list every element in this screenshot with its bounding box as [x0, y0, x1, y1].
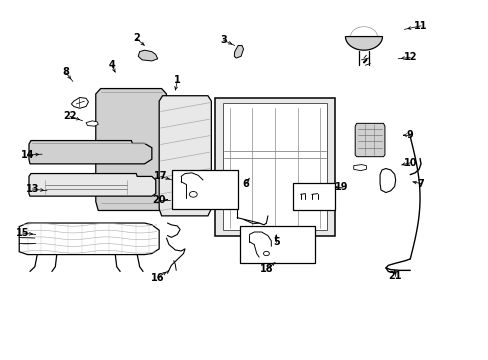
- Bar: [222, 103, 327, 230]
- Bar: [215, 98, 334, 235]
- Polygon shape: [86, 121, 98, 126]
- Text: 9: 9: [406, 130, 413, 140]
- Text: 20: 20: [152, 195, 165, 205]
- Bar: [293, 183, 334, 211]
- Text: 21: 21: [387, 271, 401, 281]
- Circle shape: [189, 192, 197, 197]
- Polygon shape: [96, 89, 166, 211]
- Text: 10: 10: [403, 158, 416, 168]
- Circle shape: [263, 251, 269, 256]
- Text: 11: 11: [413, 21, 427, 31]
- Text: 6: 6: [242, 179, 249, 189]
- Text: 3: 3: [220, 35, 226, 45]
- Polygon shape: [234, 45, 243, 58]
- Text: 13: 13: [25, 184, 39, 194]
- Polygon shape: [138, 50, 158, 61]
- Polygon shape: [19, 223, 159, 255]
- Polygon shape: [71, 98, 88, 108]
- Text: 4: 4: [108, 60, 115, 70]
- Text: 18: 18: [259, 264, 273, 274]
- Text: 12: 12: [403, 52, 416, 62]
- Polygon shape: [29, 174, 156, 196]
- Text: 16: 16: [151, 273, 164, 283]
- Text: 15: 15: [16, 228, 29, 238]
- Text: 22: 22: [63, 111, 77, 121]
- Text: 19: 19: [335, 182, 348, 192]
- Text: 1: 1: [174, 75, 181, 85]
- Bar: [239, 226, 315, 263]
- Polygon shape: [29, 140, 152, 164]
- Polygon shape: [354, 123, 384, 157]
- Text: 2: 2: [133, 33, 140, 43]
- Polygon shape: [345, 37, 382, 50]
- Polygon shape: [353, 165, 366, 171]
- Text: 17: 17: [154, 171, 167, 181]
- Text: 7: 7: [417, 179, 424, 189]
- Polygon shape: [379, 168, 395, 193]
- Text: 14: 14: [20, 150, 34, 160]
- Bar: [172, 170, 238, 209]
- Polygon shape: [159, 96, 211, 216]
- Text: 5: 5: [272, 237, 279, 247]
- Text: 8: 8: [62, 67, 69, 77]
